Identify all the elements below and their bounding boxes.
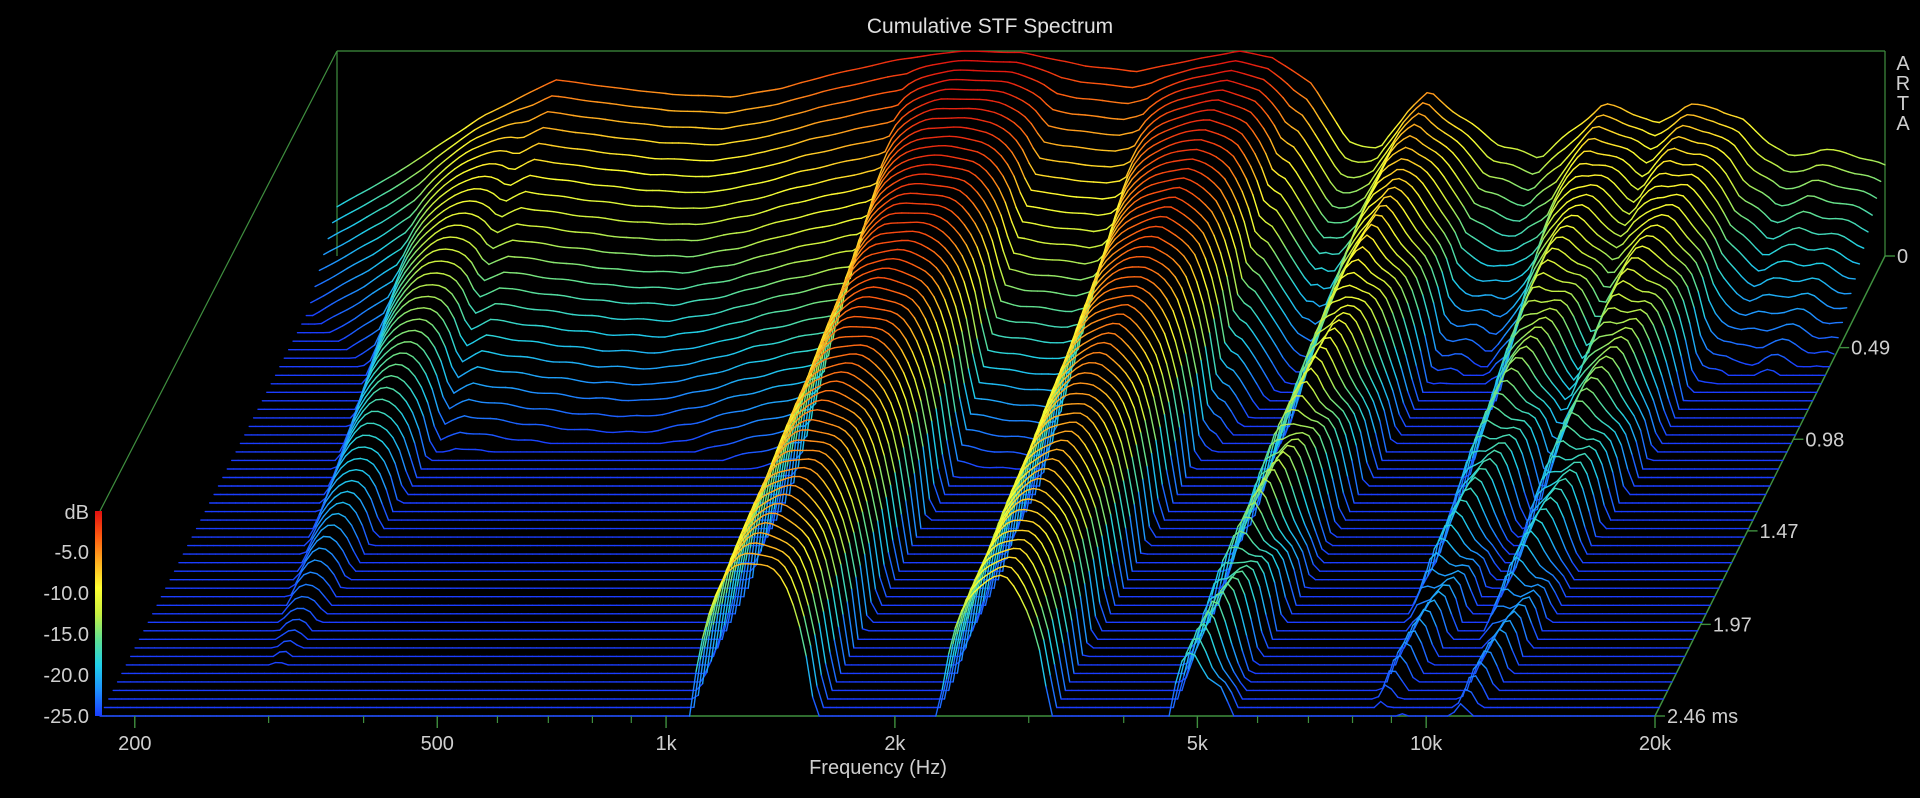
chart-title: Cumulative STF Spectrum [867,15,1113,38]
time-slice [318,88,1869,272]
colorbar-tick-label: -20.0 [43,665,89,687]
waterfall-slices [99,50,1886,717]
time-slice [116,522,1673,683]
colorbar-label: dB [65,502,89,524]
time-slice [138,475,1695,640]
time-tick-label: 2.46 ms [1667,706,1738,728]
time-slice [208,326,1763,504]
time-slice [331,59,1882,224]
x-axis-label: Frequency (Hz) [809,757,947,779]
time-slice [283,163,1835,359]
time-slice [99,563,1656,717]
time-tick-label: 0.98 [1805,429,1844,451]
time-slice [204,335,1758,513]
colorbar-tick-label: -10.0 [43,583,89,605]
time-slice [323,78,1873,256]
time-slice [288,154,1839,351]
arta-letter: A [1896,113,1910,135]
time-slice [226,286,1780,470]
time-slice [274,182,1827,376]
time-slice [112,532,1669,692]
time-slice [200,344,1754,521]
x-tick-label: 2k [884,733,906,755]
x-axis-ticks: 200 500 1k 2k 5k 10k 20k [118,716,1672,755]
time-axis-ticks: 0 0.49 0.98 1.47 1.97 2.46 ms [1655,246,1908,728]
time-slice [327,69,1878,240]
time-slice [305,117,1856,317]
time-slice [252,230,1805,419]
time-slice [169,409,1724,581]
time-slice [314,98,1865,288]
arta-letter: A [1896,53,1910,75]
arta-letter: R [1896,73,1910,95]
x-tick-label: 10k [1410,733,1443,755]
x-tick-label: 1k [656,733,678,755]
time-slice [266,202,1818,393]
x-tick-label: 500 [421,733,454,755]
time-slice [296,135,1848,334]
arta-letter: T [1897,93,1909,115]
colorbar-gradient [95,511,102,716]
time-tick-label: 0 [1897,246,1908,268]
colorbar-tick-label: -25.0 [43,706,89,728]
time-slice [103,552,1661,709]
time-tick-label: 1.47 [1760,521,1799,543]
time-slice [336,50,1886,208]
db-colorbar: dB -5.0 -10.0 -15.0 -20.0 -25.0 [43,502,102,728]
time-tick-label: 0.49 [1851,338,1890,360]
time-slice [301,126,1852,325]
time-tick-label: 1.97 [1713,614,1752,636]
time-slice [310,107,1861,304]
x-tick-label: 200 [118,733,151,755]
time-slice [257,221,1810,410]
colorbar-tick-label: -15.0 [43,624,89,646]
x-tick-label: 20k [1639,733,1672,755]
colorbar-tick-label: -5.0 [55,542,89,564]
time-slice [195,353,1750,530]
x-tick-label: 5k [1187,733,1209,755]
time-slice [235,267,1788,453]
time-slice [108,542,1665,700]
time-slice [151,449,1707,615]
